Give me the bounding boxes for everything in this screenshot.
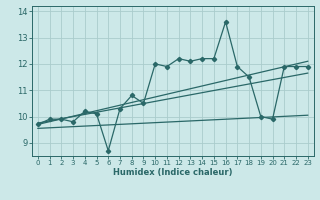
X-axis label: Humidex (Indice chaleur): Humidex (Indice chaleur): [113, 168, 233, 177]
